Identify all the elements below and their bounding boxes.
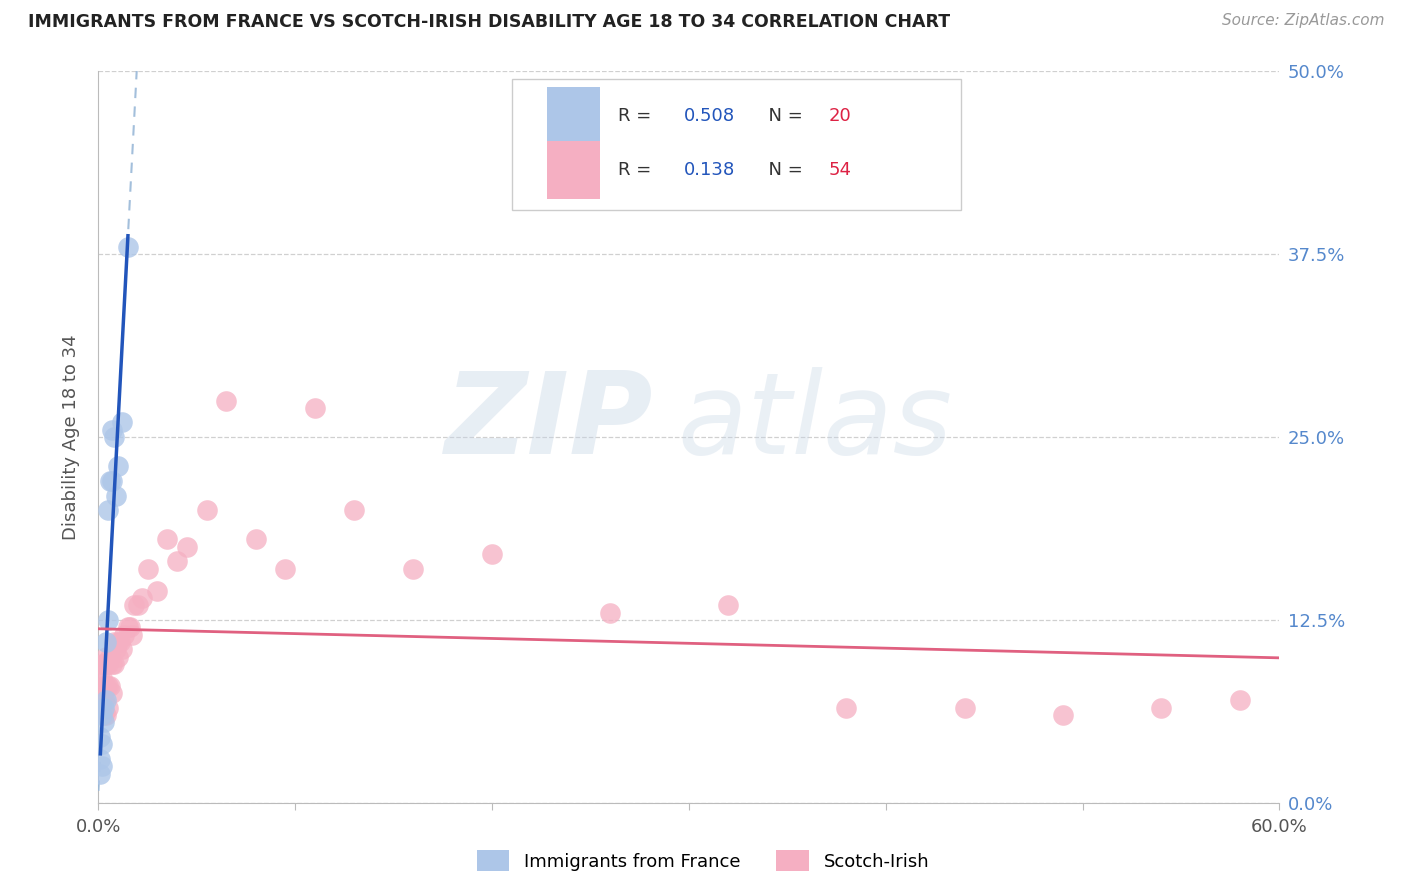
Point [156,533,179,547]
Point [117,620,139,634]
Point [112,627,135,641]
Point [245,533,267,547]
Text: Source: ZipAtlas.com: Source: ZipAtlas.com [1222,13,1385,29]
Point [953,700,976,714]
Point [131,591,153,605]
Point [599,606,621,620]
Point [103,430,125,444]
Point [97,700,120,714]
Text: 20: 20 [828,107,851,125]
Point [1229,693,1251,707]
Point [93,700,115,714]
Text: 54: 54 [828,161,851,179]
Point [481,547,503,561]
Point [98,649,121,664]
Legend: Immigrants from France, Scotch-Irish: Immigrants from France, Scotch-Irish [470,843,936,879]
Point [101,423,124,437]
Text: N =: N = [758,161,808,179]
Point [215,393,238,408]
Point [111,416,134,430]
Text: atlas: atlas [678,367,952,478]
Point [122,599,145,613]
Point [717,599,740,613]
Text: ZIP: ZIP [446,367,654,478]
Point [127,599,149,613]
Point [343,503,366,517]
Point [89,664,111,678]
Point [166,554,188,568]
Point [117,240,139,254]
Point [97,613,120,627]
Point [93,693,115,707]
Text: 0.138: 0.138 [685,161,735,179]
Point [93,708,115,723]
Text: R =: R = [619,161,662,179]
Text: R =: R = [619,107,657,125]
Point [101,686,124,700]
Point [146,583,169,598]
Point [89,700,111,714]
Point [108,635,131,649]
Point [91,759,114,773]
Point [118,620,141,634]
Point [89,730,111,744]
Point [91,672,114,686]
Point [96,657,118,671]
Point [96,635,118,649]
Point [98,679,121,693]
Point [98,474,121,488]
Point [835,700,858,714]
Point [304,401,326,415]
Point [101,474,124,488]
Point [96,708,118,723]
Text: IMMIGRANTS FROM FRANCE VS SCOTCH-IRISH DISABILITY AGE 18 TO 34 CORRELATION CHART: IMMIGRANTS FROM FRANCE VS SCOTCH-IRISH D… [28,13,950,31]
Point [93,715,115,730]
Point [1150,700,1173,714]
Point [93,657,115,671]
Point [101,657,124,671]
Point [103,657,125,671]
Point [93,679,115,693]
Point [96,649,118,664]
Point [91,657,114,671]
Point [96,679,118,693]
Point [111,642,134,657]
Point [89,752,111,766]
Text: N =: N = [758,107,808,125]
Point [107,635,129,649]
Point [195,503,218,517]
Point [402,562,425,576]
Point [107,459,129,474]
Point [97,679,120,693]
Point [105,489,128,503]
Y-axis label: Disability Age 18 to 34: Disability Age 18 to 34 [62,334,80,540]
Point [97,657,120,671]
Point [1052,708,1074,723]
Text: 0.508: 0.508 [685,107,735,125]
Point [176,540,198,554]
Point [103,635,125,649]
Point [91,737,114,751]
FancyBboxPatch shape [547,87,600,145]
Point [105,642,128,657]
Point [121,627,143,641]
FancyBboxPatch shape [547,141,600,199]
Point [91,693,114,707]
FancyBboxPatch shape [512,78,960,211]
Point [89,766,111,780]
Point [91,708,114,723]
Point [107,649,129,664]
Point [97,503,120,517]
Point [274,562,297,576]
Point [96,693,118,707]
Point [136,562,159,576]
